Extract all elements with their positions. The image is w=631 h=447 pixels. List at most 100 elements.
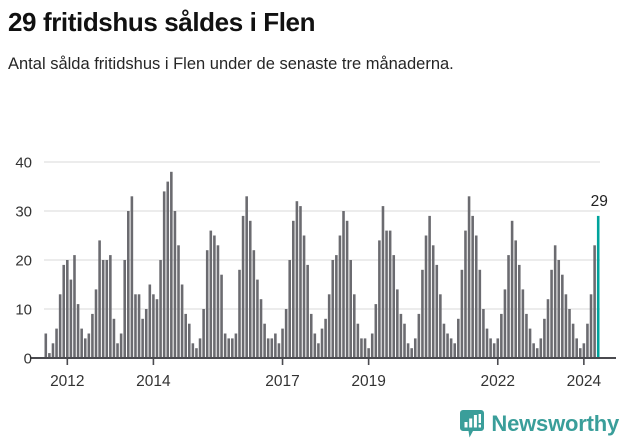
bar xyxy=(270,338,274,358)
y-axis-tick-label: 10 xyxy=(15,302,32,319)
x-axis-tick-label: 2014 xyxy=(136,373,171,390)
bar xyxy=(144,309,148,358)
bar xyxy=(130,196,134,358)
newsworthy-logo[interactable]: Newsworthy xyxy=(460,410,619,438)
bar xyxy=(457,318,460,358)
bar xyxy=(342,211,345,358)
bar xyxy=(231,338,234,358)
bar xyxy=(352,294,356,358)
bar xyxy=(223,333,227,358)
bar xyxy=(320,328,324,358)
bar xyxy=(528,328,532,358)
bar xyxy=(500,313,503,358)
bar xyxy=(557,260,561,358)
bar xyxy=(177,245,180,358)
bar xyxy=(116,343,119,358)
x-axis-tick-label: 2017 xyxy=(265,373,299,390)
y-axis-tick-label: 40 xyxy=(15,155,32,172)
bar xyxy=(248,220,252,358)
bar xyxy=(159,260,162,358)
bar xyxy=(510,220,514,358)
chart-svg: 0 10 20 30 40 2012 2014 2017 2019 2022 2024 29 xyxy=(15,155,616,390)
bar xyxy=(241,215,245,358)
bar xyxy=(424,235,428,358)
bar xyxy=(496,338,500,358)
bar xyxy=(589,294,593,358)
chart-x-axis xyxy=(30,357,616,365)
bar-chart: 0 10 20 30 40 2012 2014 2017 2019 2022 2024 29 xyxy=(0,140,631,398)
bar xyxy=(327,294,331,358)
bar xyxy=(521,289,525,358)
bar xyxy=(417,313,421,358)
bar xyxy=(535,348,539,358)
bar xyxy=(195,348,198,358)
bar xyxy=(213,235,216,358)
bar xyxy=(317,343,320,358)
bar xyxy=(48,353,51,358)
bar xyxy=(370,333,374,358)
bar xyxy=(281,328,284,358)
bar xyxy=(324,318,327,358)
chart-y-axis-labels: 0 10 20 30 40 xyxy=(15,155,32,368)
y-axis-tick-label: 30 xyxy=(15,204,32,221)
bar xyxy=(123,260,126,358)
bar xyxy=(180,284,184,358)
bar xyxy=(94,289,98,358)
bar xyxy=(170,171,173,358)
bar xyxy=(485,328,489,358)
bar xyxy=(586,323,589,358)
bar xyxy=(101,260,105,358)
bar xyxy=(514,240,517,358)
bar xyxy=(55,328,58,358)
highlight-value-label: 29 xyxy=(591,193,608,210)
bar xyxy=(173,211,177,358)
bar xyxy=(83,338,87,358)
bar xyxy=(525,313,528,358)
bar xyxy=(446,333,449,358)
bar xyxy=(381,206,385,358)
bar xyxy=(220,274,223,358)
x-axis-tick-label: 2019 xyxy=(351,373,385,390)
bar xyxy=(69,279,73,358)
bar xyxy=(442,323,446,358)
bar xyxy=(109,255,112,358)
bar xyxy=(431,245,435,358)
chart-footer: Newsworthy xyxy=(0,406,631,447)
bar xyxy=(309,313,313,358)
bar xyxy=(539,338,543,358)
bar xyxy=(363,338,367,358)
bar xyxy=(263,323,266,358)
bar xyxy=(532,343,535,358)
bar xyxy=(44,333,48,358)
y-axis-tick-label: 0 xyxy=(24,351,32,368)
bar xyxy=(356,323,360,358)
bar xyxy=(288,260,291,358)
bar xyxy=(489,338,492,358)
bar xyxy=(274,333,277,358)
bar xyxy=(503,289,507,358)
bar xyxy=(266,338,270,358)
bar xyxy=(413,338,417,358)
bar xyxy=(148,284,152,358)
bar xyxy=(76,304,80,358)
bar xyxy=(302,235,306,358)
bar xyxy=(338,235,342,358)
page-title: 29 fritidshus såldes i Flen xyxy=(8,7,316,37)
bar xyxy=(87,333,91,358)
bar xyxy=(546,299,550,358)
bar xyxy=(349,260,352,358)
bar xyxy=(564,294,568,358)
bar xyxy=(306,264,309,358)
x-axis-tick-label: 2022 xyxy=(481,373,515,390)
bar xyxy=(166,181,170,358)
y-axis-tick-label: 20 xyxy=(15,253,32,270)
bar xyxy=(410,348,413,358)
bar-chart-speech-bubble-icon xyxy=(460,410,485,438)
bar xyxy=(184,313,187,358)
bar xyxy=(284,309,288,358)
bar xyxy=(582,343,586,358)
bar xyxy=(378,240,381,358)
bar xyxy=(471,215,474,358)
bar xyxy=(385,230,388,358)
bar xyxy=(435,264,439,358)
